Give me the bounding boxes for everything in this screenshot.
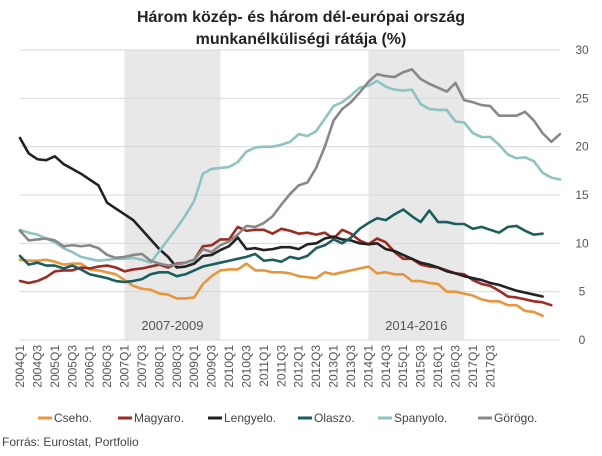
legend-label-4: Spanyolo. [394, 411, 447, 425]
chart-title-line-2: munkanélküliségi rátája (%) [196, 31, 407, 48]
x-tick-label: 2016Q3 [448, 345, 462, 388]
x-tick-label: 2010Q1 [222, 345, 236, 388]
legend-label-3: Olaszo. [314, 411, 355, 425]
x-tick-label: 2007Q1 [118, 345, 132, 388]
y-tick-label: 5 [579, 285, 586, 299]
y-tick-label: 10 [575, 236, 589, 250]
x-tick-label: 2015Q1 [396, 345, 410, 388]
gridlines [20, 49, 560, 341]
legend-label-2: Lengyelo. [224, 411, 276, 425]
series-line-4 [18, 79, 562, 264]
x-tick-label: 2017Q3 [483, 345, 497, 388]
chart-title-line-1: Három közép- és három dél-európai ország [137, 9, 465, 26]
shaded-period-label: 2014-2016 [385, 318, 447, 333]
x-tick-label: 2011Q1 [257, 345, 271, 387]
x-tick-label: 2010Q3 [239, 345, 253, 388]
shaded-period-labels: 2007-2009 2014-2016 [141, 318, 447, 333]
x-tick-label: 2016Q1 [431, 345, 445, 388]
x-tick-label: 2015Q3 [414, 345, 428, 388]
x-tick-label: 2005Q3 [65, 345, 79, 388]
legend-label-0: Cseho. [54, 411, 92, 425]
y-tick-label: 25 [575, 91, 589, 105]
y-tick-label: 30 [575, 43, 589, 57]
x-tick-label: 2013Q3 [344, 345, 358, 388]
series-line-0 [18, 258, 544, 318]
shaded-period-label: 2007-2009 [141, 318, 203, 333]
chart-title: Három közép- és három dél-európai ország… [137, 9, 465, 48]
x-tick-label: 2006Q3 [100, 345, 114, 388]
x-tick-label: 2009Q3 [205, 345, 219, 388]
y-axis-ticks: 0 5 10 15 20 25 30 [575, 43, 589, 347]
series-line-3 [18, 208, 544, 284]
x-tick-label: 2012Q1 [292, 345, 306, 388]
x-tick-label: 2017Q1 [466, 345, 480, 388]
legend: Cseho. Magyaro. Lengyelo. Olaszo. Spanyolo. G… [38, 411, 537, 425]
y-tick-label: 20 [575, 140, 589, 154]
x-tick-label: 2014Q1 [361, 345, 375, 388]
x-tick-label: 2005Q1 [48, 345, 62, 388]
y-tick-label: 0 [579, 333, 586, 347]
x-tick-label: 2004Q1 [13, 345, 27, 388]
series-line-2 [18, 136, 544, 298]
y-tick-label: 15 [575, 188, 589, 202]
x-tick-label: 2014Q3 [379, 345, 393, 388]
x-tick-label: 2004Q3 [30, 345, 44, 388]
x-tick-label: 2013Q1 [327, 345, 341, 388]
x-tick-label: 2008Q1 [152, 345, 166, 388]
x-tick-label: 2009Q1 [187, 345, 201, 388]
x-tick-label: 2012Q3 [309, 345, 323, 388]
x-tick-label: 2008Q3 [170, 345, 184, 388]
series-line-1 [18, 225, 553, 307]
x-tick-label: 2007Q3 [135, 345, 149, 388]
x-tick-label: 2006Q1 [83, 345, 97, 388]
legend-label-1: Magyaro. [134, 411, 184, 425]
x-tick-label: 2011Q3 [274, 345, 288, 387]
x-axis-ticks: 2004Q1 2004Q3 2005Q1 2005Q3 2006Q1 2006Q3 2007… [13, 345, 497, 388]
source-note: Forrás: Eurostat, Portfolio [2, 435, 139, 449]
series-lines [18, 68, 562, 318]
legend-label-5: Görögo. [494, 411, 537, 425]
series-line-5 [18, 68, 562, 267]
